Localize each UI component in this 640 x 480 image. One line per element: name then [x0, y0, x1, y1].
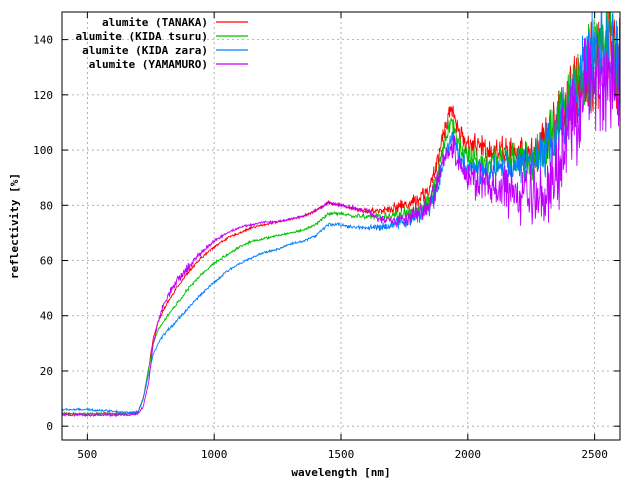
x-tick-label: 500 — [77, 448, 97, 461]
series-group — [62, 12, 620, 418]
legend-label: alumite (TANAKA) — [102, 16, 208, 29]
y-tick-label: 120 — [33, 89, 53, 102]
legend: alumite (TANAKA)alumite (KIDA tsuru)alum… — [76, 16, 248, 71]
series-line — [62, 25, 620, 418]
y-tick-label: 20 — [40, 365, 53, 378]
legend-label: alumite (KIDA tsuru) — [76, 30, 208, 43]
y-tick-label: 100 — [33, 144, 53, 157]
y-axis-label: reflectivity [%] — [8, 173, 21, 279]
x-tick-label: 1500 — [328, 448, 355, 461]
x-tick-label: 1000 — [201, 448, 228, 461]
axis-ticks: 500 1000 1500 2000 2500 0 20 40 60 80 100 120 140 — [33, 12, 620, 461]
x-tick-label: 2500 — [581, 448, 608, 461]
y-tick-label: 60 — [40, 255, 53, 268]
y-tick-label: 40 — [40, 310, 53, 323]
legend-label: alumite (KIDA zara) — [82, 44, 208, 57]
x-tick-label: 2000 — [455, 448, 482, 461]
x-axis-label: wavelength [nm] — [291, 466, 390, 479]
y-tick-label: 140 — [33, 34, 53, 47]
y-tick-label: 0 — [46, 420, 53, 433]
y-tick-label: 80 — [40, 199, 53, 212]
legend-label: alumite (YAMAMURO) — [89, 58, 208, 71]
series-line — [62, 12, 620, 415]
